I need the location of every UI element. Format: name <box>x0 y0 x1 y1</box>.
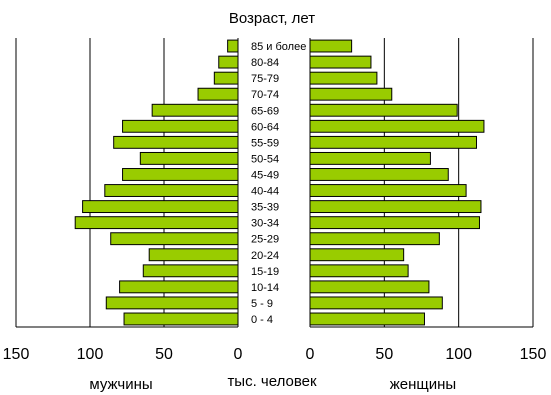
age-group-label: 75-79 <box>251 73 279 85</box>
bar-male <box>148 248 239 262</box>
bar-male <box>74 216 239 230</box>
bar-female <box>309 248 405 262</box>
grid-lines <box>15 38 534 328</box>
bar-male <box>82 200 239 214</box>
bar-male <box>110 232 239 246</box>
right-tick-label: 50 <box>375 346 393 363</box>
bar-female <box>309 312 425 326</box>
bar-male <box>113 135 239 149</box>
right-tick-label: 100 <box>445 346 472 363</box>
bar-male <box>119 280 239 294</box>
bar-male <box>213 71 239 85</box>
bar-male <box>122 168 239 181</box>
bar-male <box>104 184 239 197</box>
left-tick-label: 50 <box>155 346 173 363</box>
bar-female <box>309 168 449 181</box>
age-group-label: 10-14 <box>251 282 279 294</box>
age-group-label: 60-64 <box>251 121 279 133</box>
left-series-label: мужчины <box>89 376 152 393</box>
bar-male <box>218 55 239 69</box>
right-tick-label: 0 <box>306 346 315 363</box>
left-tick-label: 150 <box>3 346 30 363</box>
bar-male <box>122 119 239 133</box>
age-group-label: 85 и более <box>251 41 306 53</box>
age-group-label: 15-19 <box>251 266 279 278</box>
bar-female <box>309 87 393 101</box>
bar-male <box>105 296 239 310</box>
bar-female <box>309 151 431 165</box>
bar-female <box>309 184 467 197</box>
bar-male <box>142 264 239 278</box>
age-group-label: 70-74 <box>251 89 279 101</box>
bar-female <box>309 103 458 117</box>
age-group-label: 55-59 <box>251 137 279 149</box>
bar-female <box>309 119 485 133</box>
age-group-label: 80-84 <box>251 57 279 69</box>
left-tick-label: 0 <box>234 346 243 363</box>
right-tick-label: 150 <box>520 346 547 363</box>
right-series-label: женщины <box>390 376 456 393</box>
left-tick-label: 100 <box>77 346 104 363</box>
age-group-label: 0 - 4 <box>251 314 273 326</box>
age-group-label: 20-24 <box>251 250 279 262</box>
axis-tick-labels: 150 100 50 0 0 50 100 150 <box>3 346 547 363</box>
age-group-label: 25-29 <box>251 234 279 246</box>
bar-male <box>123 312 239 326</box>
bar-male <box>197 87 239 101</box>
bar-female <box>309 280 430 294</box>
bar-male <box>227 39 239 53</box>
bar-female <box>309 216 480 230</box>
bar-female <box>309 296 443 310</box>
bar-female <box>309 39 353 53</box>
age-group-label: 5 - 9 <box>251 298 273 310</box>
age-group-label: 65-69 <box>251 105 279 117</box>
age-group-label: 35-39 <box>251 202 279 214</box>
bar-female <box>309 200 482 214</box>
bar-female <box>309 71 378 85</box>
age-group-label: 45-49 <box>251 169 279 181</box>
age-labels: 85 и более 80-84 75-79 70-74 65-69 60-64 55-59… <box>251 41 306 326</box>
x-axis-label: тыс. человек <box>227 373 317 390</box>
bars <box>74 39 485 326</box>
age-group-label: 50-54 <box>251 153 279 165</box>
bar-female <box>309 55 372 69</box>
bar-female <box>309 264 409 278</box>
chart-title: Возраст, лет <box>229 10 315 27</box>
bar-female <box>309 232 440 246</box>
bar-male <box>139 151 239 165</box>
bar-female <box>309 135 478 149</box>
age-group-label: 40-44 <box>251 186 279 198</box>
age-group-label: 30-34 <box>251 218 279 230</box>
bar-male <box>151 103 239 117</box>
